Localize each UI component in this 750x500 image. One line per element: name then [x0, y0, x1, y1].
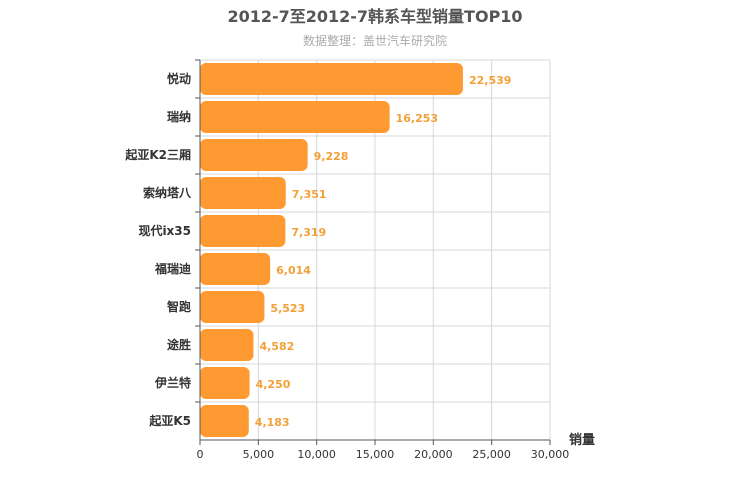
x-tick-label: 10,000 — [297, 448, 336, 461]
bar — [200, 253, 271, 285]
bar — [200, 405, 249, 437]
x-tick-label: 25,000 — [472, 448, 511, 461]
x-tick-label: 15,000 — [356, 448, 395, 461]
bar — [200, 177, 286, 209]
category-label: 瑞纳 — [167, 109, 191, 124]
category-label: 现代ix35 — [138, 223, 191, 238]
chart-subtitle: 数据整理：盖世汽车研究院 — [303, 33, 447, 48]
category-label: 悦动 — [167, 71, 191, 86]
value-label: 9,228 — [314, 150, 349, 163]
x-axis-title: 销量 — [569, 432, 595, 448]
x-tick-label: 30,000 — [531, 448, 570, 461]
bar — [200, 367, 250, 399]
category-label: 福瑞迪 — [154, 261, 191, 276]
value-label: 5,523 — [270, 302, 305, 315]
bar — [200, 139, 308, 171]
value-label: 6,014 — [276, 264, 311, 277]
x-tick-label: 5,000 — [243, 448, 275, 461]
category-label: 途胜 — [167, 337, 191, 352]
x-tick-label: 20,000 — [414, 448, 453, 461]
bars-layer — [200, 63, 463, 437]
bar — [200, 101, 390, 133]
value-label: 4,250 — [256, 378, 291, 391]
bar — [200, 291, 265, 323]
bar — [200, 215, 286, 247]
category-label: 伊兰特 — [154, 375, 191, 390]
bar — [200, 329, 254, 361]
value-label: 4,582 — [259, 340, 294, 353]
bar — [200, 63, 463, 95]
value-label: 7,319 — [291, 226, 326, 239]
category-label: 智跑 — [166, 299, 191, 314]
chart-title: 2012-7至2012-7韩系车型销量TOP10 — [227, 7, 522, 26]
category-label: 索纳塔八 — [143, 185, 192, 200]
category-label: 起亚K2三厢 — [124, 147, 191, 162]
value-label: 16,253 — [396, 112, 438, 125]
value-label: 7,351 — [292, 188, 327, 201]
value-label: 22,539 — [469, 74, 511, 87]
category-label: 起亚K5 — [148, 413, 191, 428]
labels-layer: 0 5,000 10,000 15,000 20,000 25,000 30,000 悦动 22… — [124, 71, 569, 461]
value-label: 4,183 — [255, 416, 290, 429]
x-tick-label: 0 — [197, 448, 204, 461]
